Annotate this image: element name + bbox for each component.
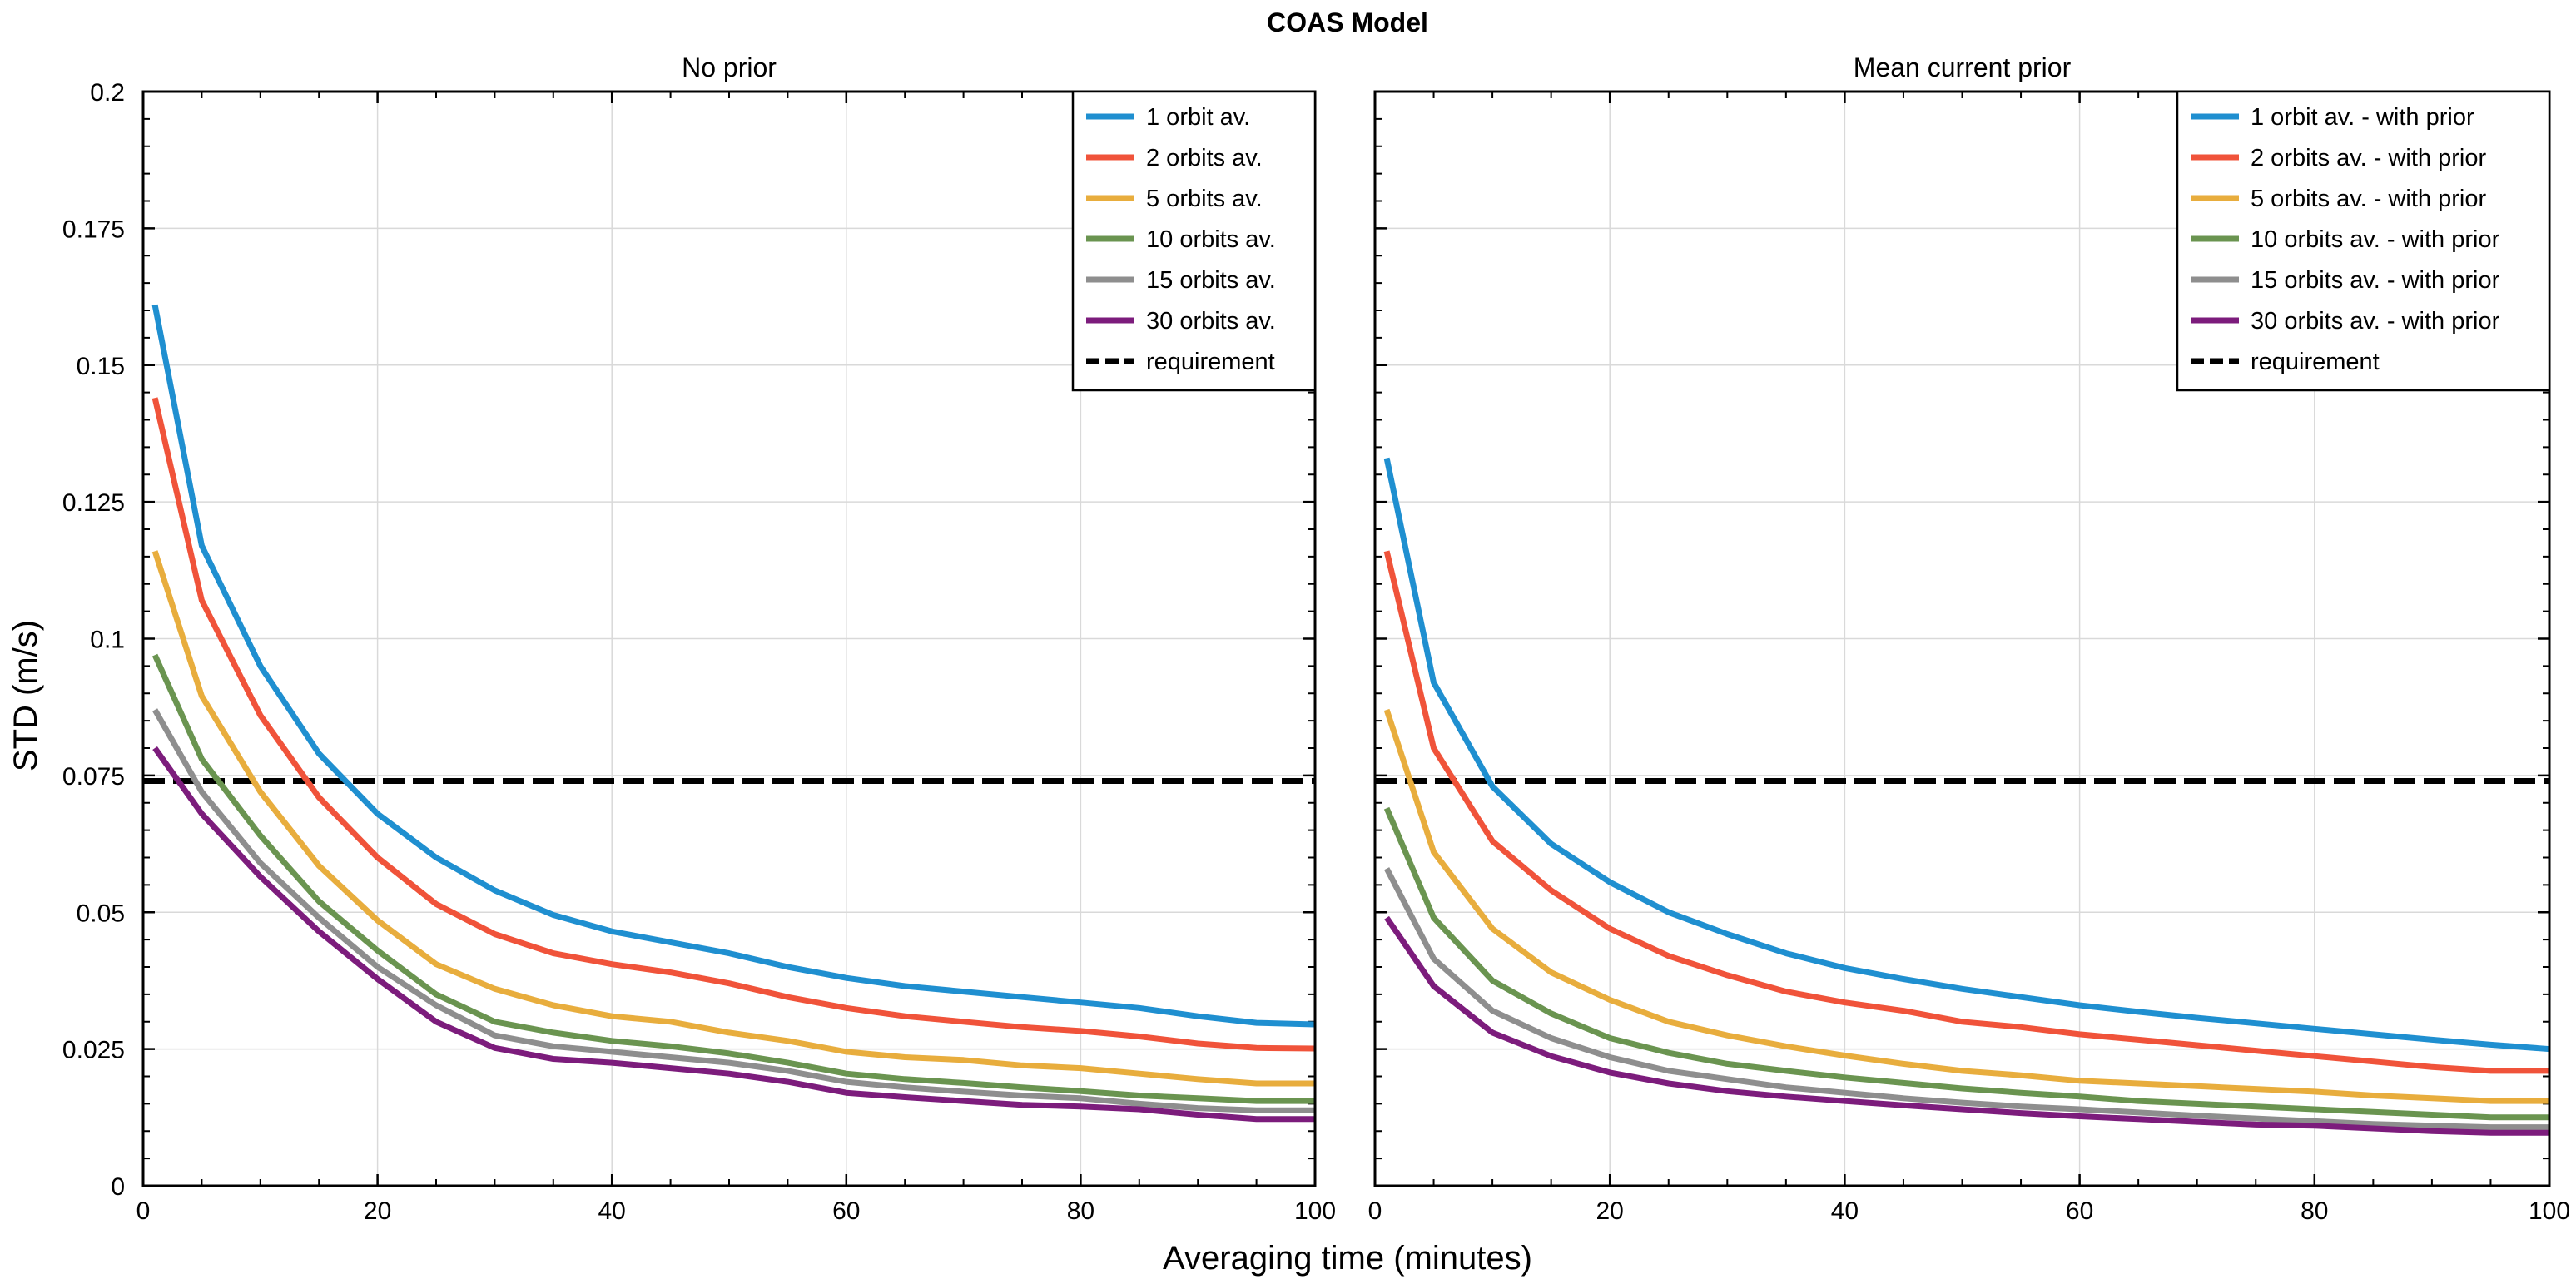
x-tick-label: 100 — [2529, 1197, 2570, 1225]
legend-label: 1 orbit av. - with prior — [2251, 104, 2474, 131]
legend-label: 2 orbits av. - with prior — [2251, 145, 2486, 171]
x-tick-label: 20 — [364, 1197, 391, 1225]
series-line-2orbits — [151, 397, 1315, 1052]
x-tick-label: 60 — [2066, 1197, 2093, 1225]
legend-label: 2 orbits av. — [1146, 145, 1263, 171]
axes-frame — [1373, 90, 2551, 1187]
series-line-15orbits — [152, 708, 1315, 1113]
x-tick-label: 100 — [1294, 1197, 1336, 1225]
series-line-1orbit — [1383, 457, 2549, 1053]
series-line-5orbits — [1383, 708, 2549, 1104]
x-tick-label: 40 — [1831, 1197, 1859, 1225]
legend-label: 30 orbits av. — [1146, 308, 1276, 335]
legend-label: 10 orbits av. - with prior — [2251, 226, 2500, 253]
y-tick-label: 0.1 — [90, 627, 125, 654]
series-line-2orbits — [1383, 550, 2549, 1074]
legend-label: requirement — [1146, 349, 1275, 375]
legend: 1 orbit av. - with prior 2 orbits av. - w… — [2176, 90, 2551, 392]
legend-label: 30 orbits av. - with prior — [2251, 308, 2500, 335]
series-line-10orbits — [1383, 806, 2549, 1121]
legend-label: requirement — [2251, 349, 2380, 375]
x-tick-label: 60 — [832, 1197, 860, 1225]
legend: 1 orbit av. 2 orbits av. 5 orbits av. 10 or… — [1071, 90, 1317, 392]
axes-frame — [141, 90, 1317, 1187]
legend-label: 15 orbits av. — [1146, 267, 1276, 294]
legend-label: 5 orbits av. - with prior — [2251, 186, 2486, 212]
legend-label: 10 orbits av. — [1146, 226, 1276, 253]
x-tick-label: 0 — [1368, 1197, 1382, 1225]
y-tick-label: 0 — [111, 1173, 125, 1201]
legend-label: 5 orbits av. — [1146, 186, 1263, 212]
x-tick-label: 80 — [1067, 1197, 1094, 1225]
y-tick-label: 0.125 — [62, 489, 125, 517]
legend-label: 15 orbits av. - with prior — [2251, 267, 2500, 294]
series-line-30orbits — [1384, 915, 2549, 1136]
x-tick-label: 20 — [1596, 1197, 1624, 1225]
panels: 0 20 40 60 80 100 0 0.025 0.05 0.075 0.1 0.125 0.15 0… — [62, 52, 2570, 1225]
series-line-1orbit — [151, 304, 1315, 1028]
series-line-10orbits — [151, 653, 1315, 1104]
legend-frame — [2176, 90, 2551, 392]
x-tick-label: 0 — [136, 1197, 151, 1225]
series-line-15orbits — [1383, 867, 2549, 1131]
chart-panel-2: 0 20 40 60 80 100 Mean current prior 1 orbit av… — [1368, 52, 2570, 1225]
y-tick-label: 0.05 — [77, 900, 125, 927]
y-tick-label: 0.075 — [62, 763, 125, 791]
x-tick-label: 40 — [598, 1197, 626, 1225]
y-axis-label: STD (m/s) — [7, 620, 44, 771]
panel-title: No prior — [682, 52, 777, 82]
x-tick-label: 80 — [2301, 1197, 2328, 1225]
x-axis-label: Averaging time (minutes) — [1163, 1240, 1532, 1277]
y-tick-label: 0.15 — [77, 353, 125, 380]
y-tick-label: 0.175 — [62, 216, 125, 243]
legend-label: 1 orbit av. — [1146, 104, 1250, 131]
chart-panel-1: 0 20 40 60 80 100 0 0.025 0.05 0.075 0.1 0.125 0.15 0… — [62, 52, 1336, 1225]
series-line-5orbits — [151, 550, 1315, 1087]
panel-title: Mean current prior — [1854, 52, 2072, 82]
y-tick-label: 0.025 — [62, 1037, 125, 1064]
series-line-30orbits — [152, 746, 1315, 1123]
y-tick-label: 0.2 — [90, 79, 125, 107]
figure-suptitle: COAS Model — [1267, 7, 1428, 37]
